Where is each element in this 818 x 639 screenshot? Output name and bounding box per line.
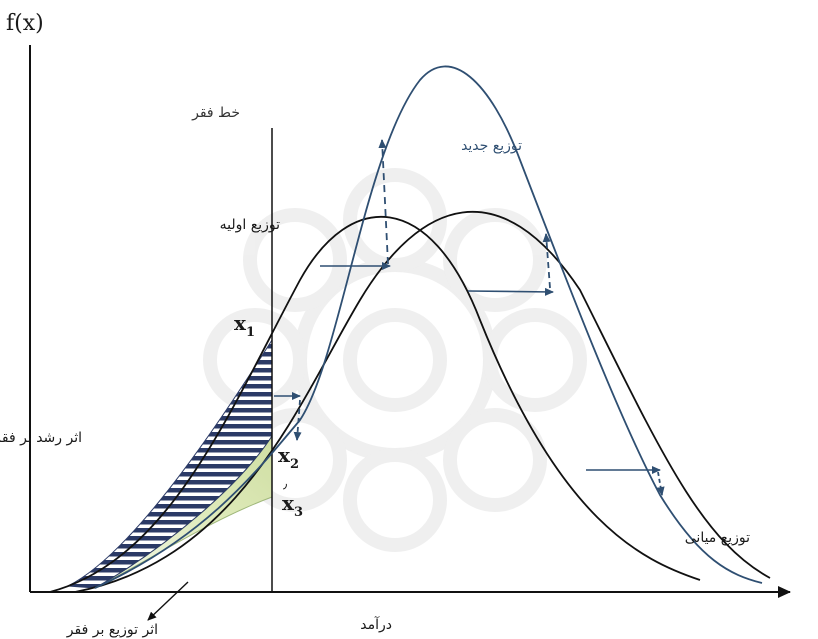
shift-arrow-2 (467, 287, 554, 296)
y-axis-label: f(x) (6, 11, 44, 36)
distribution-effect-pointer (147, 581, 189, 621)
growth-effect-label: اثر رشد بر فقر (0, 430, 82, 446)
middle-distribution-label: توزیع میانی (685, 530, 750, 546)
distribution-effect-label: اثر توزیع بر فقر (66, 622, 158, 638)
point-mark-label: ٫ (283, 477, 287, 492)
point-x2-label: x2 (278, 443, 299, 472)
dashed-arrow-2 (542, 233, 551, 289)
middle-distribution-curve (74, 211, 771, 593)
point-x1-label: x1 (234, 311, 255, 340)
initial-distribution-curve (49, 215, 701, 593)
dashed-arrow-4 (656, 471, 665, 496)
poverty-line-label: خط فقر (191, 105, 240, 121)
growth-effect-region (66, 338, 273, 589)
dashed-arrow-3 (293, 399, 302, 441)
point-x3-label: x3 (282, 491, 303, 520)
initial-distribution-label: توزیع اولیه (220, 217, 280, 233)
dashed-arrow-1 (378, 139, 389, 265)
new-distribution-label: توزیع جدید (461, 138, 522, 154)
x-axis-label: درآمد (360, 616, 392, 633)
